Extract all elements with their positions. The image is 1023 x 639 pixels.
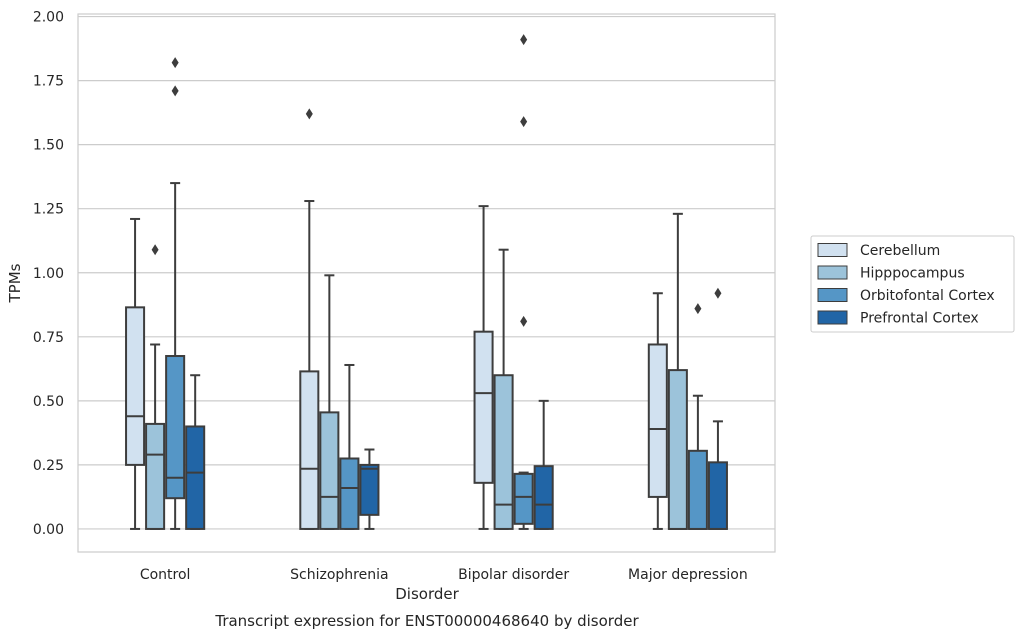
y-tick-label: 1.25 [33, 202, 64, 218]
iqr-box [145, 422, 166, 530]
x-tick-label: Major depression [628, 567, 748, 583]
outlier-point [171, 57, 179, 69]
y-tick-label: 0.50 [33, 394, 64, 410]
y-tick-label: 2.00 [33, 10, 64, 26]
iqr-box [473, 330, 494, 484]
legend: Cerebellum Hipppocampus Orbitofontal Corte… [810, 235, 1015, 333]
box-orbitofontal-cortex [513, 34, 534, 530]
x-tick-label: Schizophrenia [290, 567, 388, 583]
iqr-box [125, 306, 146, 466]
box-prefrontal-cortex [707, 287, 728, 530]
iqr-box [299, 370, 320, 530]
y-axis-ticks: 0.00 0.25 0.50 0.75 1.00 1.25 1.50 1.75 2.00 [33, 10, 64, 538]
y-tick-label: 1.75 [33, 74, 64, 90]
legend-label: Cerebellum [860, 243, 940, 259]
y-axis-label: TPMs [6, 263, 24, 303]
outlier-point [714, 287, 722, 299]
iqr-box [647, 343, 668, 498]
box-prefrontal-cortex [359, 448, 380, 530]
box-orbitofontal-cortex [339, 363, 360, 530]
box-orbitofontal-cortex [165, 57, 186, 530]
legend-label: Hipppocampus [860, 266, 965, 282]
box-orbitofontal-cortex [687, 303, 708, 530]
outlier-point [520, 34, 528, 46]
iqr-box [707, 461, 728, 530]
outlier-point [151, 244, 159, 256]
box-prefrontal-cortex [185, 374, 206, 530]
outlier-point [520, 315, 528, 327]
iqr-box [667, 369, 688, 530]
box-hipppocampus [319, 274, 340, 530]
x-tick-label: Control [140, 567, 191, 583]
x-tick-label: Bipolar disorder [458, 567, 569, 583]
outlier-point [171, 85, 179, 97]
box-prefrontal-cortex [533, 399, 554, 530]
legend-swatch [817, 265, 848, 280]
outlier-point [520, 116, 528, 128]
y-tick-label: 1.00 [33, 266, 64, 282]
box-cerebellum [299, 108, 320, 530]
iqr-box [493, 374, 514, 530]
box-cerebellum [473, 205, 494, 530]
box-hipppocampus [667, 212, 688, 530]
box-cerebellum [125, 217, 146, 530]
iqr-box [533, 465, 554, 530]
iqr-box [319, 411, 340, 530]
iqr-box [165, 355, 186, 500]
iqr-box [687, 449, 708, 530]
y-tick-label: 0.75 [33, 330, 64, 346]
boxes [125, 34, 728, 530]
plot-area-frame [77, 13, 776, 553]
legend-swatch [817, 243, 848, 257]
legend-label: Orbitofontal Cortex [860, 288, 995, 304]
box-cerebellum [647, 292, 668, 530]
outlier-point [305, 108, 313, 120]
y-tick-label: 1.50 [33, 138, 64, 154]
x-axis-label: Disorder [395, 585, 459, 603]
outlier-point [694, 303, 702, 315]
iqr-box [185, 425, 206, 530]
legend-frame [810, 235, 1015, 333]
y-tick-label: 0.00 [33, 522, 64, 538]
y-tick-label: 0.25 [33, 458, 64, 474]
iqr-box [359, 463, 380, 516]
box-hipppocampus [493, 248, 514, 530]
legend-swatch [817, 288, 848, 302]
iqr-box [339, 457, 360, 530]
chart-title: Transcript expression for ENST0000046864… [214, 612, 639, 630]
box-hipppocampus [145, 244, 166, 530]
legend-swatch [817, 310, 848, 325]
iqr-box [513, 472, 534, 525]
legend-label: Prefrontal Cortex [860, 311, 979, 327]
x-axis-ticks: Control Schizophrenia Bipolar disorder Majo… [140, 567, 748, 583]
